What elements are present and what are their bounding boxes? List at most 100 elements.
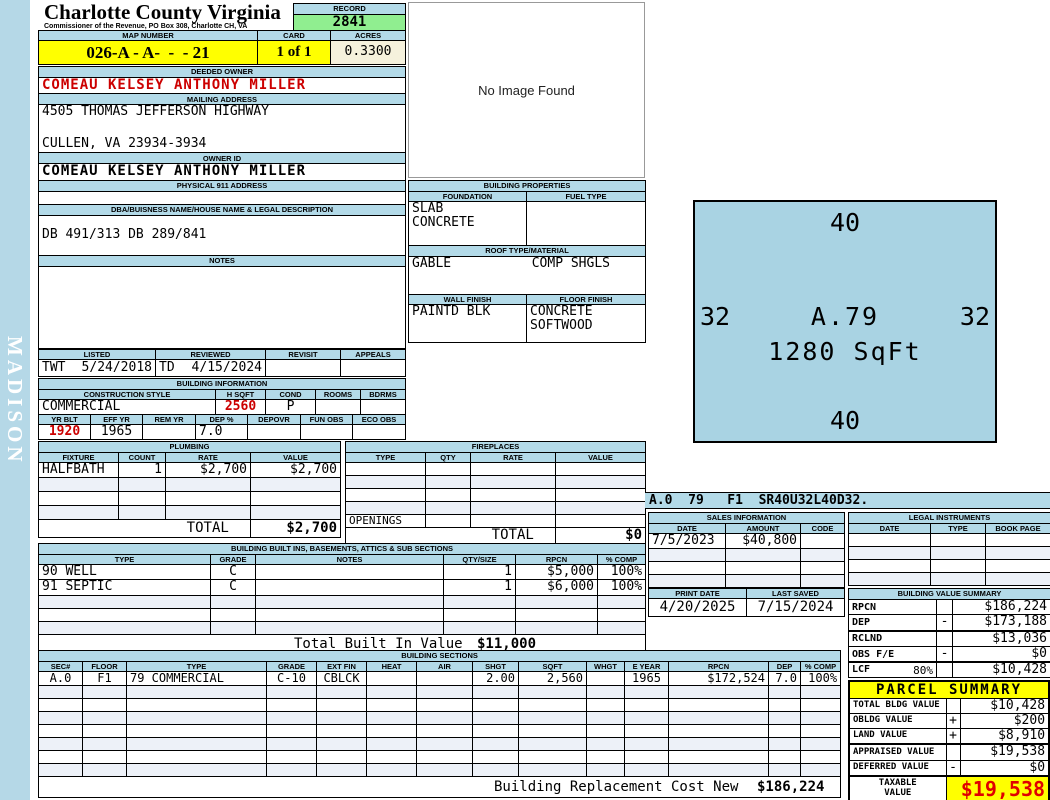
- county-watermark: MADISON: [3, 336, 27, 466]
- building-sections-title: BUILDING SECTIONS: [37, 650, 842, 662]
- physical-911-label: PHYSICAL 911 ADDRESS: [38, 179, 406, 192]
- parcel-summary-row: OBLDG VALUE + $200: [848, 712, 1050, 730]
- reviewed-value: TD 4/15/2024: [155, 359, 266, 377]
- plumbing-total-row: TOTAL $2,700: [38, 519, 341, 539]
- owner-block: DEEDED OWNER COMEAU KELSEY ANTHONY MILLE…: [38, 66, 406, 206]
- rooms: [315, 398, 361, 416]
- card-label: CARD: [257, 30, 331, 41]
- mailing-address-label: MAILING ADDRESS: [38, 93, 406, 106]
- sketch-dim-top: 40: [829, 208, 861, 237]
- building-section-row: A.0 F1 79 COMMERCIAL C-10 CBLCK 2.00 2,5…: [38, 670, 842, 687]
- print-date-label: PRINT DATE: [648, 588, 747, 599]
- sketch-dim-bottom: 40: [829, 406, 861, 435]
- economic-obs: [352, 423, 406, 441]
- plumbing-total-label: TOTAL: [165, 519, 251, 539]
- visits-table: LISTED REVIEWED REVISIT APPEALS TWT 5/24/…: [38, 349, 406, 377]
- no-image-text: No Image Found: [478, 82, 575, 98]
- record-value: 2841: [293, 13, 406, 32]
- value-summary-row: DEP - $173,188: [848, 614, 1050, 632]
- value-summary-row: LCF 80% $10,428: [848, 661, 1050, 679]
- last-saved-value: 7/15/2024: [746, 598, 845, 617]
- sales-row: 7/5/2023 $40,800: [648, 532, 845, 550]
- heated-sqft: 2560: [215, 398, 266, 416]
- taxable-value-label: TAXABLE VALUE: [848, 775, 947, 800]
- plumbing-total-value: $2,700: [250, 519, 341, 539]
- building-information-title: BUILDING INFORMATION: [37, 378, 407, 390]
- openings-label: OPENINGS: [345, 513, 426, 529]
- last-saved-label: LAST SAVED: [746, 588, 845, 599]
- legal-description-value: DB 491/313 DB 289/841: [38, 215, 406, 256]
- appeals-label: APPEALS: [340, 349, 406, 360]
- print-date-value: 4/20/2025: [648, 598, 747, 617]
- map-number-value: 026-A - A- - - 21: [38, 40, 258, 65]
- map-number-label: MAP NUMBER: [38, 30, 258, 41]
- parcel-summary-row: TOTAL BLDG VALUE $10,428: [848, 697, 1050, 714]
- replacement-cost-label: Building Replacement Cost New: [494, 779, 739, 796]
- sales-table: SALES INFORMATION DATE AMOUNT CODE 7/5/2…: [648, 512, 845, 589]
- foundation-label: FOUNDATION: [408, 191, 527, 202]
- listed-label: LISTED: [38, 349, 156, 360]
- taxable-value-row: TAXABLE VALUE $19,538: [848, 775, 1050, 800]
- building-properties-table: BUILDING PROPERTIES FOUNDATION FUEL TYPE…: [408, 180, 646, 343]
- reviewed-label: REVIEWED: [155, 349, 266, 360]
- print-saved-table: PRINT DATE LAST SAVED 4/20/2025 7/15/202…: [648, 588, 845, 617]
- parcel-summary-row: LAND VALUE + $8,910: [848, 728, 1050, 746]
- building-value-summary-table: BUILDING VALUE SUMMARY RPCN $186,224 DEP…: [847, 588, 1050, 679]
- condition: P: [265, 398, 316, 416]
- notes-box: [38, 266, 406, 349]
- parcel-summary-table: PARCEL SUMMARY TOTAL BLDG VALUE $10,428 …: [848, 680, 1050, 800]
- foundation-value: SLAB CONCRETE: [408, 201, 527, 246]
- listed-value: TWT 5/24/2018: [38, 359, 156, 377]
- commissioner-line: Commissioner of the Revenue, PO Box 308,…: [44, 23, 248, 30]
- fireplaces-title: FIREPLACES: [344, 441, 647, 453]
- legal-instruments-table: LEGAL INSTRUMENTS DATE TYPE BOOK PAGE: [847, 512, 1050, 586]
- parcel-summary-row: APPRAISED VALUE $19,538: [848, 743, 1050, 761]
- floor-finish-value: CONCRETE SOFTWOOD: [526, 304, 646, 343]
- building-sections-table: BUILDING SECTIONS SEC# FLOOR TYPE GRADE …: [37, 650, 842, 799]
- card-value: 1 of 1: [257, 40, 331, 65]
- mailing-line1: 4505 THOMAS JEFFERSON HIGHWAY: [42, 104, 269, 120]
- dba-label: DBA/BUISNESS NAME/HOUSE NAME & LEGAL DES…: [38, 204, 406, 216]
- acres-value: 0.3300: [330, 40, 406, 65]
- mailing-address-box: 4505 THOMAS JEFFERSON HIGHWAY CULLEN, VA…: [38, 104, 406, 154]
- sales-title: SALES INFORMATION: [648, 512, 845, 524]
- building-information-top: BUILDING INFORMATION CONSTRUCTION STYLE …: [37, 378, 407, 416]
- sketch-area: 40 32 32 A.79 1280 SqFt 40: [648, 0, 1050, 490]
- wall-finish-value: PAINTD BLK: [408, 304, 527, 343]
- page-title: Charlotte County Virginia: [44, 0, 281, 24]
- built-ins-row: 91 SEPTIC C 1 $6,000 100%: [38, 579, 647, 596]
- replacement-cost-value: $186,224: [757, 779, 825, 796]
- owner-id-value: COMEAU KELSEY ANTHONY MILLER: [38, 163, 406, 181]
- notes-label: NOTES: [38, 255, 406, 267]
- roof-value: GABLE COMP SHGLS: [408, 256, 646, 295]
- fireplaces-total-row: TOTAL $0: [345, 527, 647, 545]
- plumbing-table: PLUMBING FIXTURE COUNT RATE VALUE HALFBA…: [38, 441, 341, 539]
- sketch-vector-line: A.0 79 F1 SR40U32L40D32.: [645, 492, 1050, 509]
- building-information-years: YR BLT EFF YR REM YR DEP % DEPOVR FUN OB…: [38, 414, 406, 441]
- built-ins-title: BUILDING BUILT INS, BASEMENTS, ATTICS & …: [37, 543, 647, 555]
- fireplaces-openings-row: OPENINGS: [345, 513, 647, 529]
- plumbing-row: HALFBATH 1 $2,700 $2,700: [38, 461, 341, 479]
- plumbing-title: PLUMBING: [38, 441, 341, 453]
- taxable-value: $19,538: [945, 775, 1050, 800]
- value-summary-row: OBS F/E - $0: [848, 645, 1050, 664]
- wall-finish-label: WALL FINISH: [408, 294, 527, 305]
- built-ins-total-label: Total Built In Value: [294, 635, 463, 652]
- fireplaces-table: FIREPLACES TYPE QTY RATE VALUE OPENINGS …: [344, 441, 647, 545]
- value-summary-row: RCLND $13,036: [848, 630, 1050, 647]
- map-number-table: MAP NUMBER CARD ACRES 026-A - A- - - 21 …: [38, 30, 406, 65]
- sketch-dim-left: 32: [700, 302, 731, 331]
- built-ins-row: 90 WELL C 1 $5,000 100%: [38, 563, 647, 581]
- built-ins-total-value: $11,000: [477, 635, 537, 652]
- sketch-sqft-label: 1280 SqFt: [768, 337, 922, 366]
- built-ins-table: BUILDING BUILT INS, BASEMENTS, ATTICS & …: [37, 543, 647, 654]
- mailing-line2: CULLEN, VA 23934-3934: [42, 135, 207, 151]
- legal-instruments-title: LEGAL INSTRUMENTS: [847, 512, 1050, 524]
- appeals-value: [340, 359, 406, 377]
- parcel-summary-row: DEFERRED VALUE - $0: [848, 759, 1050, 777]
- legal-description-block: DBA/BUISNESS NAME/HOUSE NAME & LEGAL DES…: [38, 204, 406, 349]
- owner-id-label: OWNER ID: [38, 152, 406, 165]
- revisit-value: [265, 359, 341, 377]
- year-built: 1920: [38, 423, 91, 441]
